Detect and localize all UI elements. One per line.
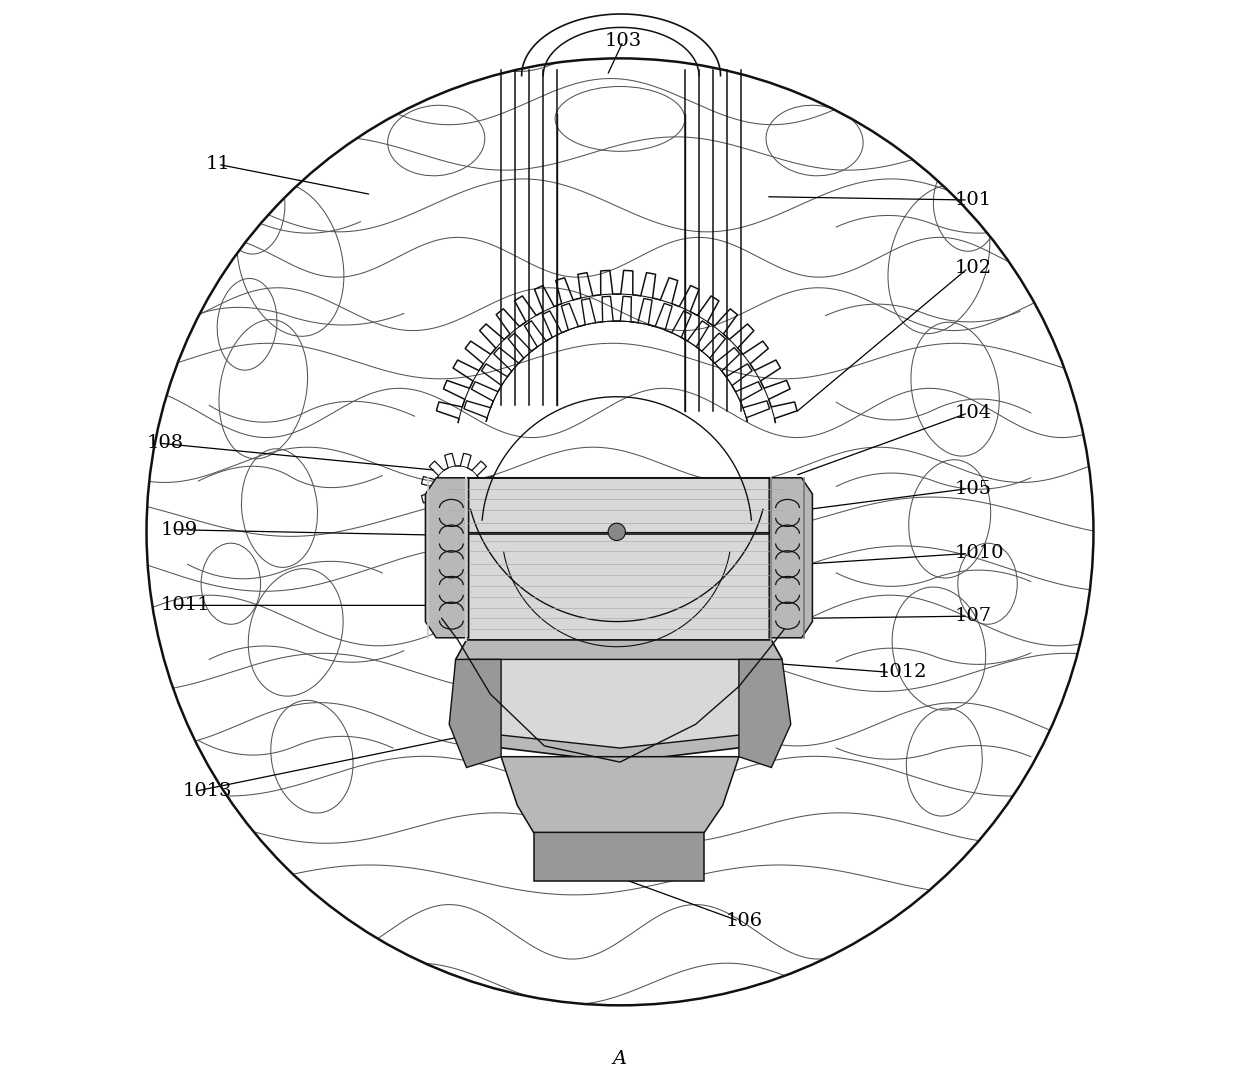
Text: 109: 109 <box>160 521 198 538</box>
Text: 108: 108 <box>146 435 184 452</box>
Circle shape <box>608 523 625 540</box>
Polygon shape <box>739 659 791 768</box>
Text: 102: 102 <box>955 259 992 277</box>
Text: 104: 104 <box>955 404 992 422</box>
Polygon shape <box>466 659 771 748</box>
Text: 107: 107 <box>955 608 992 625</box>
Text: 101: 101 <box>955 191 992 209</box>
Text: 105: 105 <box>955 480 992 497</box>
Polygon shape <box>425 478 469 638</box>
Text: 1011: 1011 <box>160 597 210 614</box>
Text: 11: 11 <box>206 156 231 173</box>
Text: 1012: 1012 <box>877 664 926 681</box>
Polygon shape <box>444 478 791 534</box>
Text: 1010: 1010 <box>955 545 1004 562</box>
Text: A: A <box>613 1051 627 1068</box>
Text: 103: 103 <box>605 32 642 50</box>
Polygon shape <box>455 640 782 762</box>
Polygon shape <box>501 757 739 832</box>
Circle shape <box>448 479 469 501</box>
Polygon shape <box>449 659 501 768</box>
Polygon shape <box>769 478 812 638</box>
Text: 1013: 1013 <box>182 783 232 800</box>
Polygon shape <box>533 832 704 881</box>
Polygon shape <box>466 478 771 640</box>
Text: 106: 106 <box>725 912 763 930</box>
